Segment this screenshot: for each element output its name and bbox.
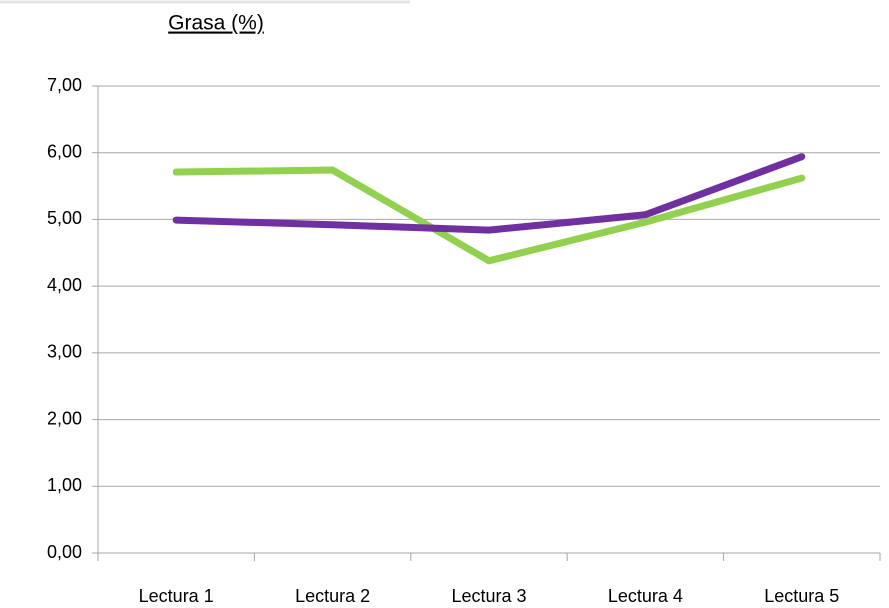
x-tick-label: Lectura 4 (608, 586, 683, 606)
series-line (172, 166, 806, 265)
y-tick-label: 0,00 (47, 542, 82, 562)
y-tick-label: 6,00 (47, 141, 82, 161)
chart-title: Grasa (%) (168, 12, 264, 35)
x-tick-label: Lectura 2 (295, 586, 370, 606)
x-tick-label: Lectura 1 (139, 586, 214, 606)
x-tick-label: Lectura 5 (764, 586, 839, 606)
y-tick-label: 4,00 (47, 275, 82, 295)
y-tick-label: 1,00 (47, 475, 82, 495)
y-tick-label: 2,00 (47, 408, 82, 428)
y-tick-label: 5,00 (47, 208, 82, 228)
y-tick-label: 3,00 (47, 342, 82, 362)
x-tick-label: Lectura 3 (451, 586, 526, 606)
series-line (172, 153, 806, 234)
y-tick-label: 7,00 (47, 75, 82, 95)
